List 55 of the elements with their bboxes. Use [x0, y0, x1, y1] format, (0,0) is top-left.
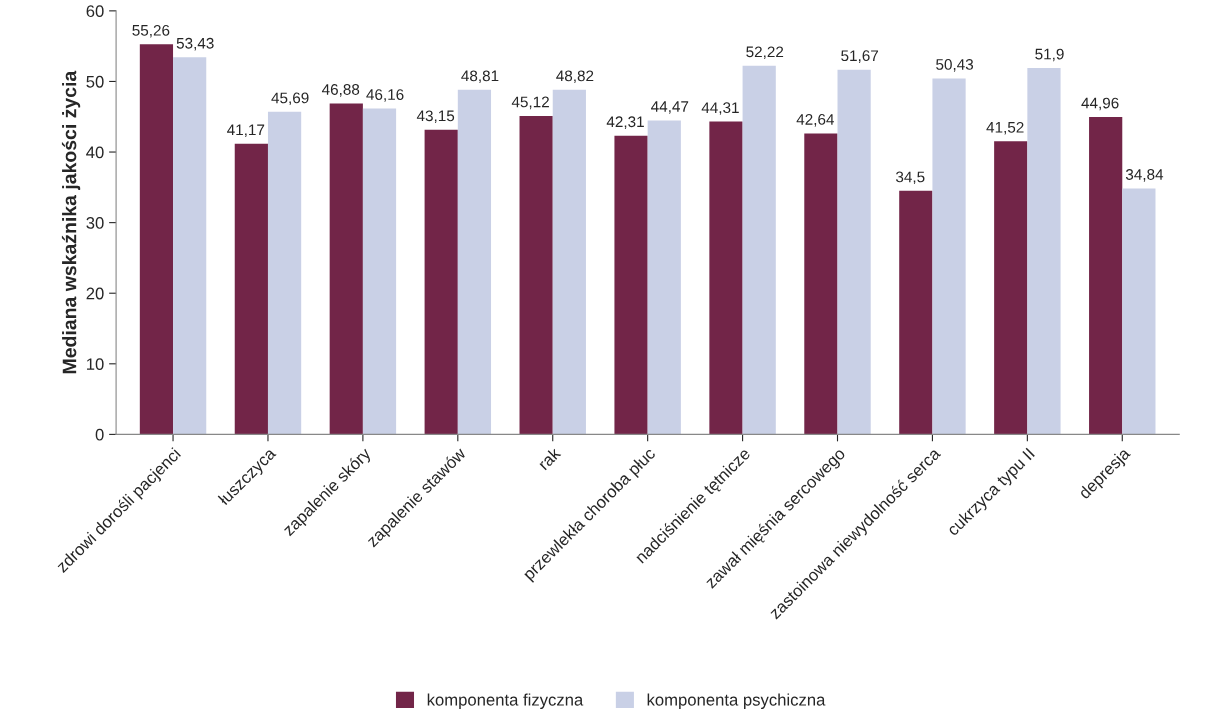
data-label: 41,52 [986, 121, 1024, 135]
bar [614, 135, 648, 435]
bar [837, 69, 871, 435]
data-label: 51,9 [1035, 48, 1064, 62]
data-label: 42,31 [606, 116, 644, 129]
bar [932, 78, 966, 435]
bar [804, 133, 838, 435]
bar [742, 65, 776, 435]
legend-label: komponenta psychiczna [647, 693, 826, 709]
data-label: 44,47 [651, 101, 689, 114]
bar [519, 115, 553, 435]
data-label: 50,43 [936, 59, 974, 72]
bar [457, 89, 492, 435]
bar [329, 103, 363, 435]
data-label: 44,31 [701, 102, 739, 115]
bar [994, 141, 1028, 435]
bar [647, 120, 681, 435]
bar [362, 108, 397, 435]
data-label: 41,17 [227, 124, 265, 138]
data-label: 45,69 [271, 92, 309, 106]
data-label: 52,22 [746, 46, 784, 60]
data-label: 51,67 [841, 50, 879, 63]
bar [139, 44, 174, 435]
bar [709, 121, 743, 435]
data-label: 34,5 [895, 171, 925, 185]
bar [173, 57, 207, 435]
data-label: 46,16 [366, 89, 404, 102]
data-label: 45,12 [511, 96, 549, 110]
data-label: 44,96 [1081, 97, 1119, 111]
data-label: 34,84 [1125, 169, 1164, 182]
y-tick-label: 20 [86, 287, 104, 300]
data-label: 48,81 [461, 70, 499, 84]
bar [234, 143, 268, 435]
bar [424, 129, 458, 435]
x-tick-label: rak [537, 446, 562, 471]
data-label: 55,26 [132, 24, 170, 38]
data-label: 48,82 [556, 70, 594, 84]
y-tick-label: 50 [86, 75, 104, 88]
y-axis-title: Mediana wskaźnika jakości życia [61, 70, 81, 374]
bar [267, 111, 302, 435]
data-label: 42,64 [796, 114, 835, 127]
data-label: 43,15 [416, 110, 455, 124]
bar [1122, 188, 1156, 435]
bar [899, 190, 933, 435]
y-tick-label: 40 [86, 146, 104, 159]
data-label: 53,43 [176, 37, 214, 51]
y-tick-label: 60 [86, 5, 104, 18]
bar [1027, 68, 1061, 435]
data-label: 46,88 [321, 84, 360, 97]
y-tick-label: 30 [86, 217, 104, 229]
legend-label: komponenta fizyczna [427, 693, 584, 709]
bar [1089, 117, 1123, 435]
y-tick-label: 10 [87, 358, 104, 371]
y-tick-label: 0 [95, 428, 104, 441]
bar [552, 89, 586, 435]
